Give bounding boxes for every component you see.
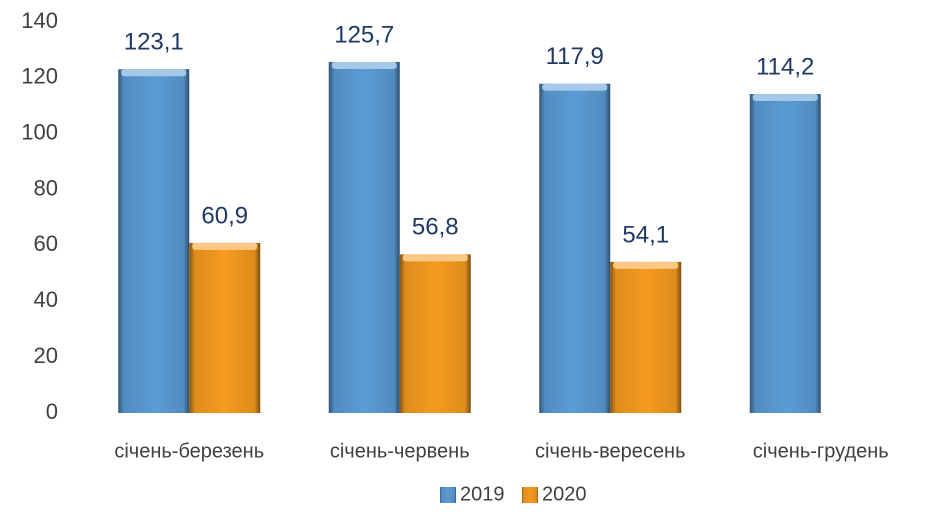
bar [328,61,400,413]
value-label: 60,9 [201,202,248,229]
value-label: 56,8 [412,214,459,241]
y-tick-label: 20 [34,343,58,368]
x-tick-label: січень-червень [330,440,470,462]
y-tick-label: 80 [34,175,58,200]
bar-cap [121,69,187,77]
value-label: 123,1 [124,29,184,56]
x-tick-label: січень-грудень [753,440,889,462]
x-tick-label: січень-вересень [535,440,685,462]
legend-swatch [440,487,456,503]
bar [539,83,611,414]
x-tick-label: січень-березень [114,440,264,462]
bar-cap [402,254,468,262]
bar-cap [192,242,258,250]
bar [749,94,821,413]
bar [399,254,471,413]
legend-swatch [522,487,538,503]
y-tick-label: 100 [21,120,58,145]
bar [610,261,682,413]
y-tick-label: 140 [21,8,58,33]
bar-cap [752,94,818,102]
bar [189,242,261,413]
value-label: 125,7 [334,21,394,48]
bar-cap [331,61,397,69]
bar-cap [613,261,679,269]
legend-label: 2019 [460,483,505,505]
y-tick-label: 0 [46,399,58,424]
legend-label: 2020 [542,483,587,505]
bar-cap [542,83,608,91]
value-label: 114,2 [756,53,814,80]
y-tick-label: 120 [21,64,58,89]
value-label: 54,1 [622,221,669,248]
y-tick-label: 60 [34,231,58,256]
value-label: 117,9 [546,43,604,70]
bar [118,69,190,414]
y-tick-label: 40 [34,287,58,312]
